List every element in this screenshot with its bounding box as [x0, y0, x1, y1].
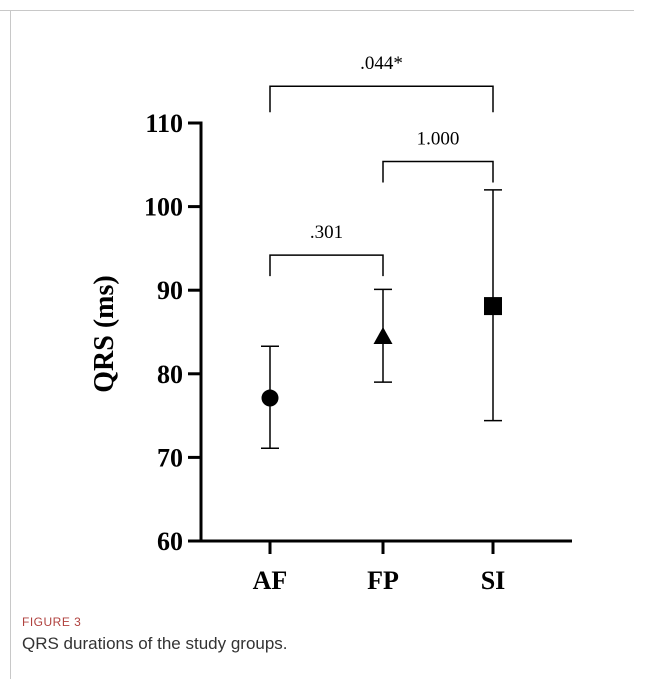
panel-border-left	[10, 10, 11, 679]
y-tick-label-100: 100	[144, 193, 183, 222]
comparison-bracket-fp-si	[382, 160, 494, 183]
y-axis-label: QRS (ms)	[89, 275, 120, 392]
mean-marker-si	[484, 297, 502, 316]
comparison-pvalue-af-fp: .301	[310, 222, 343, 243]
figure-caption: QRS durations of the study groups.	[22, 634, 288, 653]
panel-border-top	[0, 10, 634, 11]
comparison-pvalue-fp-si: 1.000	[417, 128, 460, 149]
figure-label: FIGURE 3	[22, 615, 82, 629]
qrs-chart: 60 70 80 90 100 110 AF FP SI QRS (ms) .301 1.000 .04…	[89, 53, 572, 595]
y-tick-label-60: 60	[157, 527, 183, 556]
y-tick-label-110: 110	[145, 109, 183, 138]
comparison-pvalue-af-si: .044*	[360, 53, 403, 74]
y-tick-label-80: 80	[157, 360, 183, 389]
y-tick-label-90: 90	[157, 276, 183, 305]
x-tick-label-si: SI	[481, 566, 506, 595]
x-tick-label-fp: FP	[367, 566, 399, 595]
x-tick-label-af: AF	[253, 566, 288, 595]
mean-marker-fp	[373, 327, 393, 345]
comparison-bracket-af-fp	[269, 254, 384, 277]
y-tick-label-70: 70	[157, 443, 183, 472]
mean-marker-af	[261, 389, 279, 407]
comparison-bracket-af-si	[269, 85, 494, 113]
